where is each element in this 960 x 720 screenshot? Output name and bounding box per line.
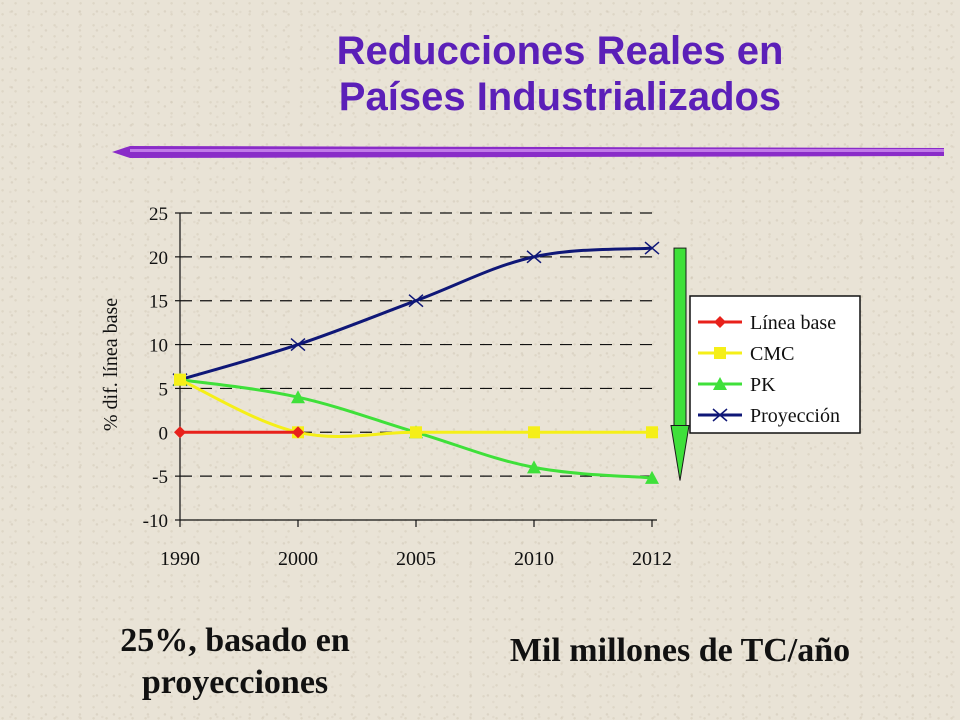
y-tick-label: 20 xyxy=(149,248,168,269)
x-tick-label: 2012 xyxy=(632,548,672,570)
proyeccion-point xyxy=(408,294,424,308)
x-tick-label: 1990 xyxy=(160,548,200,570)
caption-right: Mil millones de TC/año xyxy=(509,632,851,669)
linea-base-point xyxy=(174,426,186,439)
x-tick-label: 2000 xyxy=(278,548,318,570)
proyeccion-point xyxy=(644,241,660,255)
y-tick-label: -5 xyxy=(152,467,168,488)
legend-pk-point xyxy=(713,377,727,390)
y-tick-label: 0 xyxy=(159,423,169,444)
line-chart: -10 -5 0 5 10 15 20 25 1990 2000 2005 2010 2012 % dif… xyxy=(100,204,861,570)
title-divider xyxy=(112,146,944,158)
legend-linea-base-point xyxy=(714,316,726,328)
caption-left: 25%, basado en proyecciones xyxy=(120,622,350,701)
cmc-point xyxy=(410,426,422,439)
pk-point xyxy=(291,390,305,404)
slide-title: Reducciones Reales en Países Industriali… xyxy=(250,28,870,120)
pk-point xyxy=(527,460,541,474)
y-tick-label: 5 xyxy=(159,379,169,400)
y-axis-label: % dif. línea base xyxy=(100,298,122,431)
arrow-shaft xyxy=(673,247,687,427)
proyeccion-line xyxy=(179,246,653,382)
y-tick-label: 25 xyxy=(149,204,168,225)
legend-label-pk: PK xyxy=(750,374,776,396)
cmc-point xyxy=(646,426,658,439)
pk-point xyxy=(645,470,659,484)
cmc-point xyxy=(528,426,540,439)
proyeccion-point xyxy=(290,338,306,352)
legend-label-linea-base: Línea base xyxy=(750,312,836,334)
title-line-1: Reducciones Reales en xyxy=(336,29,784,73)
y-tick-label: 10 xyxy=(149,336,168,357)
x-tick-label: 2010 xyxy=(514,548,554,570)
legend-cmc-point xyxy=(714,347,726,359)
legend-label-proyeccion: Proyección xyxy=(750,405,840,427)
x-tick-label: 2005 xyxy=(396,548,436,570)
arrow-head xyxy=(670,425,690,481)
title-line-2: Países Industrializados xyxy=(338,75,782,119)
linea-base-point xyxy=(292,426,304,439)
y-tick-label: -10 xyxy=(143,511,168,532)
legend-label-cmc: CMC xyxy=(750,343,794,365)
y-tick-label: 15 xyxy=(149,292,168,313)
legend-proyeccion-point xyxy=(712,408,728,422)
cmc-point xyxy=(174,373,186,386)
proyeccion-point xyxy=(526,250,542,264)
